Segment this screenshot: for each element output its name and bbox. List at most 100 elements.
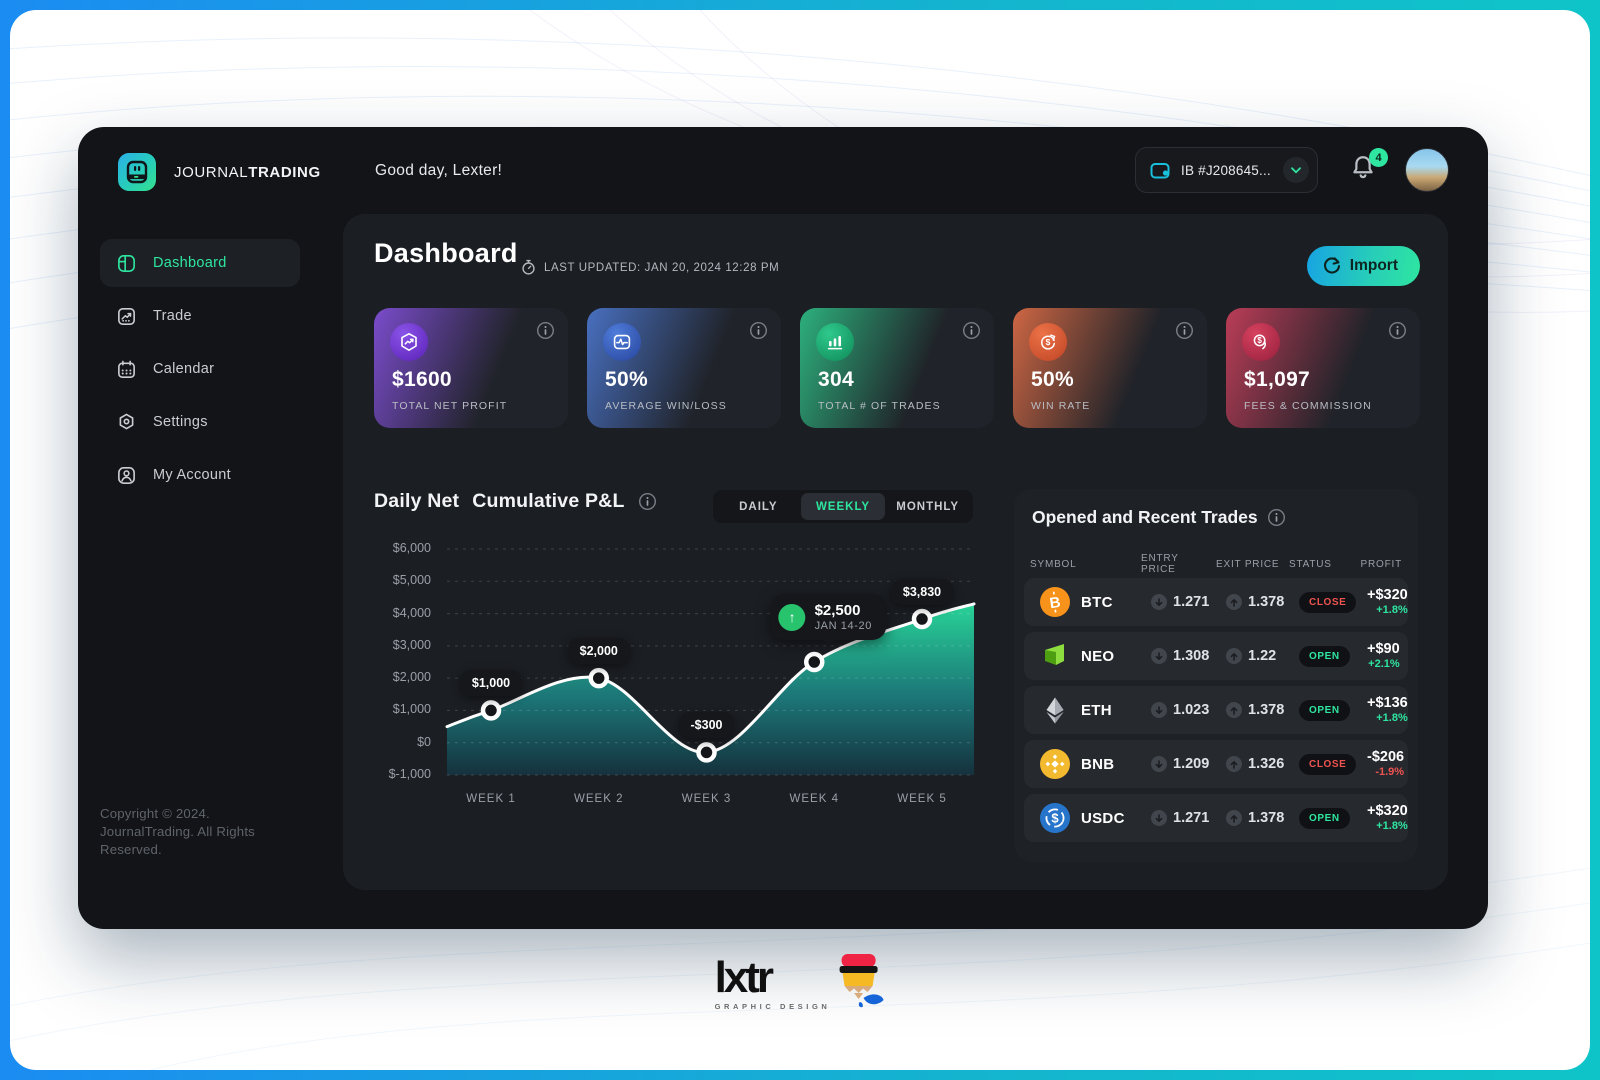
column-header: PROFIT <box>1360 558 1402 570</box>
info-icon[interactable] <box>1388 321 1407 340</box>
profit-value: +$320 <box>1367 587 1408 604</box>
profit-value: +$90 <box>1367 641 1400 658</box>
profit-percent: +2.1% <box>1368 658 1400 671</box>
stat-value: $1,097 <box>1244 368 1311 391</box>
tab-monthly[interactable]: MONTHLY <box>896 500 960 513</box>
profit-value: +$320 <box>1367 803 1408 820</box>
import-icon <box>1323 257 1340 274</box>
chart-range-tabs: DAILY WEEKLY MONTHLY <box>713 490 973 523</box>
pulse-icon <box>603 323 641 361</box>
info-icon[interactable] <box>962 321 981 340</box>
account-dropdown-toggle[interactable] <box>1283 157 1309 183</box>
trade-row-eth[interactable]: ETH 1.023 1.378 OPEN +$136 +1.8% <box>1024 686 1408 734</box>
svg-text:$: $ <box>1046 337 1051 347</box>
sidebar-item-trade[interactable]: Trade <box>100 292 300 340</box>
sidebar-item-my-account[interactable]: My Account <box>100 451 300 499</box>
info-icon[interactable] <box>638 492 657 511</box>
page-title: Dashboard <box>374 238 518 268</box>
entry-price: 1.023 <box>1173 702 1210 718</box>
dashboard-icon <box>118 254 135 272</box>
stat-card-net-profit: $1600 TOTAL NET PROFIT <box>374 308 568 428</box>
data-point <box>588 667 609 689</box>
exit-price: 1.378 <box>1248 594 1285 610</box>
exit-arrow-up-icon <box>1226 702 1242 718</box>
stat-label: FEES & COMMISSION <box>1244 400 1372 412</box>
entry-price: 1.209 <box>1173 756 1210 772</box>
stat-card-avg-winloss: 50% AVERAGE WIN/LOSS <box>587 308 781 428</box>
tab-weekly[interactable]: WEEKLY <box>800 493 886 520</box>
column-header: STATUS <box>1289 558 1332 570</box>
profit-value: -$206 <box>1367 749 1405 766</box>
last-updated-text: LAST UPDATED: JAN 20, 2024 12:28 PM <box>544 261 780 274</box>
svg-text:$: $ <box>1257 336 1262 345</box>
y-axis-label: $1,000 <box>392 702 431 717</box>
profit-percent: +1.8% <box>1376 712 1408 725</box>
user-avatar[interactable] <box>1405 148 1449 192</box>
app-logo <box>118 153 156 191</box>
profit-percent: +1.8% <box>1376 820 1408 833</box>
x-axis-label: WEEK 3 <box>681 793 732 805</box>
trade-symbol: NEO <box>1081 647 1115 665</box>
maker-subtitle: GRAPHIC DESIGN <box>714 1001 831 1011</box>
trades-header-row: SYMBOL ENTRY PRICE EXIT PRICE STATUS PRO… <box>1014 553 1418 575</box>
entry-price: 1.271 <box>1173 810 1210 826</box>
tab-daily[interactable]: DAILY <box>739 500 778 513</box>
x-axis-label: WEEK 1 <box>466 793 516 805</box>
sidebar-item-settings[interactable]: Settings <box>100 398 300 446</box>
y-axis-label: $4,000 <box>392 605 431 620</box>
chart-title: Daily Net Cumulative P&L <box>374 490 657 513</box>
info-icon[interactable] <box>1267 508 1286 527</box>
profit-value: +$136 <box>1367 695 1408 712</box>
data-point <box>911 608 933 630</box>
y-axis-label: $2,000 <box>392 670 431 685</box>
sidebar-item-dashboard[interactable]: Dashboard <box>100 239 300 287</box>
exit-price: 1.326 <box>1248 756 1285 772</box>
dashboard-panel: Dashboard LAST UPDATED: JAN 20, 2024 12:… <box>343 214 1448 890</box>
trade-symbol: BNB <box>1081 755 1115 773</box>
stat-label: TOTAL NET PROFIT <box>392 400 508 412</box>
eth-icon <box>1046 697 1064 724</box>
trades-title: Opened and Recent Trades <box>1032 507 1286 528</box>
trade-row-neo[interactable]: NEO 1.308 1.22 OPEN +$90 +2.1% <box>1024 632 1408 680</box>
info-icon[interactable] <box>749 321 768 340</box>
account-selector[interactable]: IB #J208645... <box>1135 147 1318 193</box>
area-fill <box>447 603 974 775</box>
import-label: Import <box>1349 257 1398 274</box>
data-point <box>804 651 825 673</box>
entry-arrow-down-icon <box>1151 594 1167 610</box>
chevron-down-icon <box>1291 166 1301 173</box>
info-icon[interactable] <box>536 321 555 340</box>
trade-row-bnb[interactable]: BNB 1.209 1.326 CLOSE -$206 -1.9% <box>1024 740 1408 788</box>
import-button[interactable]: Import <box>1306 246 1420 286</box>
status-pill: CLOSE <box>1299 591 1357 613</box>
notifications-button[interactable]: 4 <box>1350 148 1388 188</box>
x-axis-label: WEEK 5 <box>897 793 947 805</box>
coins-icon: $ <box>1242 323 1280 361</box>
exit-price: 1.378 <box>1248 810 1285 826</box>
trade-row-usdc[interactable]: $ USDC 1.271 1.378 OPEN +$320 +1.8% <box>1024 794 1408 842</box>
settings-icon <box>119 413 134 429</box>
app-window: JOURNALTRADING Good day, Lexter! IB #J20… <box>78 127 1488 929</box>
page-background: JOURNALTRADING Good day, Lexter! IB #J20… <box>10 10 1590 1070</box>
stat-value: 304 <box>818 368 854 391</box>
sidebar-item-calendar[interactable]: Calendar <box>100 345 300 393</box>
entry-arrow-down-icon <box>1151 702 1167 718</box>
trade-row-btc[interactable]: B BTC 1.271 1.378 CLOSE +$320 +1.8% <box>1024 578 1408 626</box>
info-icon[interactable] <box>1175 321 1194 340</box>
dollar-rotate-icon: $ <box>1029 323 1067 361</box>
last-updated: LAST UPDATED: JAN 20, 2024 12:28 PM <box>521 259 779 276</box>
profit-percent: -1.9% <box>1375 766 1405 779</box>
brand-name: JOURNALTRADING <box>174 164 321 181</box>
stat-card-win-rate: $ 50% WIN RATE <box>1013 308 1207 428</box>
stat-label: TOTAL # OF TRADES <box>818 400 941 412</box>
stat-label: AVERAGE WIN/LOSS <box>605 400 727 412</box>
y-axis-label: $-1,000 <box>388 767 431 781</box>
usdc-icon: $ <box>1040 803 1070 833</box>
sidebar-item-label: Trade <box>153 308 192 324</box>
x-axis-label: WEEK 2 <box>574 793 624 805</box>
trade-symbol: USDC <box>1081 809 1125 827</box>
sidebar-item-label: Calendar <box>153 361 215 377</box>
exit-price: 1.22 <box>1248 648 1277 664</box>
y-axis-label: $6,000 <box>392 541 431 555</box>
x-axis-label: WEEK 4 <box>789 793 839 805</box>
